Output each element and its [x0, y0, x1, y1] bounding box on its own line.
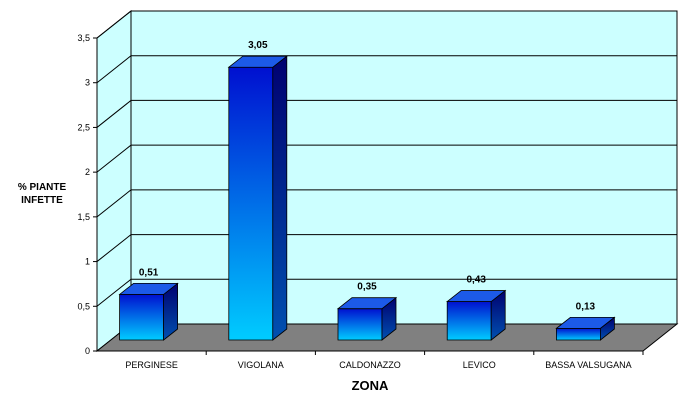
bar	[555, 316, 616, 341]
gridline	[96, 10, 677, 39]
y-tick-label: 3,5	[77, 33, 90, 43]
gridline	[96, 234, 677, 262]
y-tick-label: 0	[85, 346, 90, 356]
x-tick-label: LEVICO	[463, 360, 496, 370]
y-tick-label: 1	[85, 257, 90, 267]
bar-top	[446, 290, 507, 302]
bar-front	[556, 327, 601, 341]
gridline	[96, 144, 677, 173]
bar-front	[228, 66, 274, 341]
x-axis-label: ZONA	[351, 378, 389, 393]
bar	[227, 55, 288, 341]
bar-front	[119, 293, 165, 341]
x-tick-label: PERGINESE	[125, 360, 178, 370]
y-tick-label: 3	[85, 78, 90, 88]
gridline	[96, 278, 677, 307]
x-tick-label: BASSA VALSUGANA	[545, 360, 631, 370]
bar-top	[555, 316, 616, 329]
bar-top	[336, 297, 398, 310]
gridline	[96, 189, 677, 218]
bar-top	[118, 282, 179, 295]
bar-side	[272, 55, 288, 341]
y-tick-label: 0,5	[77, 301, 90, 311]
data-label: 0,51	[139, 267, 159, 278]
data-label: 3,05	[248, 40, 268, 51]
x-tick-label: VIGOLANA	[238, 360, 284, 370]
back-wall	[130, 10, 678, 325]
x-tick-label: CALDONAZZO	[339, 360, 401, 370]
y-tick-label: 2,5	[77, 122, 90, 132]
data-label: 0,35	[357, 282, 377, 293]
data-label: 0,43	[466, 275, 486, 286]
y-tick-label: 2	[85, 167, 90, 177]
data-label: 0,13	[576, 301, 596, 312]
y-axis-label: % PIANTE INFETTE	[17, 182, 67, 206]
bar-front	[337, 308, 383, 341]
bar-top	[227, 55, 288, 68]
gridline	[96, 55, 677, 84]
bar-front	[446, 301, 492, 341]
bar	[118, 282, 179, 341]
bar	[446, 289, 507, 341]
bar	[336, 296, 398, 341]
y-tick-label: 1,5	[77, 212, 90, 222]
gridline	[96, 99, 677, 128]
